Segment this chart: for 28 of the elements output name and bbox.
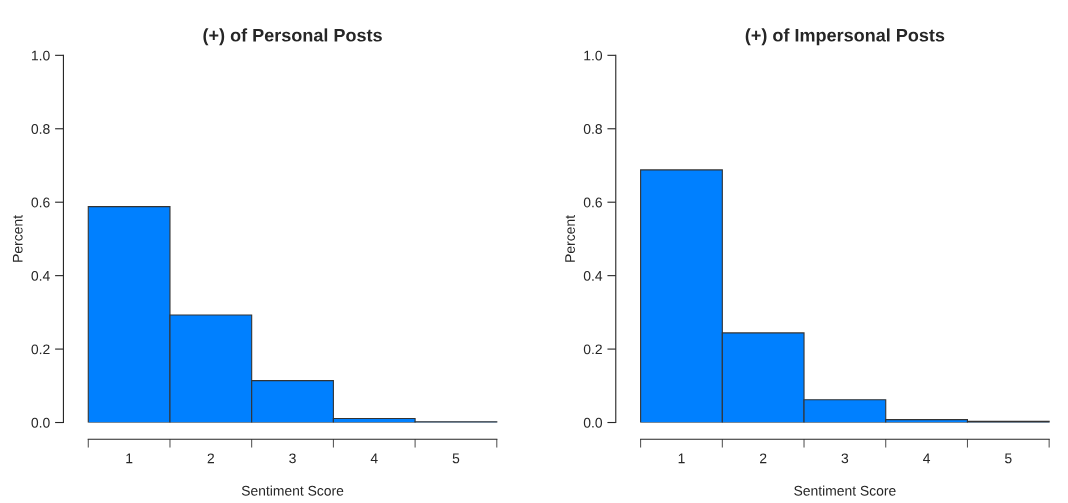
x-tick-label: 3 [841,453,849,464]
y-axis-title: Percent [565,215,575,262]
x-tick-label: 3 [289,453,296,464]
y-tick-label: 0.4 [583,270,603,281]
y-tick-label: 0.8 [31,124,50,134]
chart-title: (+) of Personal Posts [203,28,382,46]
y-tick-label: 0.0 [583,417,603,428]
x-axis-title: Sentiment Score [241,485,344,496]
x-tick-label: 1 [126,453,133,464]
x-tick-label: 5 [452,453,460,464]
y-tick-label: 0.4 [31,270,50,281]
x-tick-label: 2 [760,453,767,464]
y-tick-label: 0.0 [31,417,50,428]
x-axis-title: Sentiment Score [794,485,896,496]
x-tick-label: 4 [370,453,378,464]
x-tick-label: 4 [923,453,931,464]
x-tick-label: 5 [1004,453,1012,464]
x-tick-label: 1 [678,453,685,464]
y-tick-label: 0.2 [31,344,50,355]
y-tick-label: 0.6 [31,197,50,208]
x-tick-label: 2 [207,453,214,464]
y-tick-label: 0.6 [583,197,602,208]
y-axis-title: Percent [12,215,23,262]
y-tick-label: 1.0 [584,50,603,61]
y-tick-label: 1.0 [31,50,50,61]
y-tick-label: 0.2 [583,344,602,355]
chart-title: (+) of Impersonal Posts [745,28,945,46]
y-tick-label: 0.8 [583,124,602,134]
